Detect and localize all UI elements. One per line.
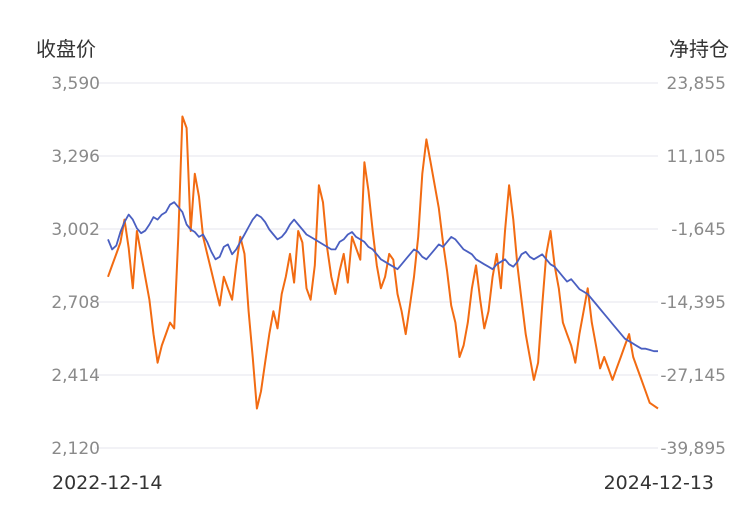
right-tick-label: -14,395	[660, 293, 726, 313]
left-axis-title: 收盘价	[36, 37, 96, 61]
x-axis-start-date: 2022-12-14	[52, 472, 162, 494]
right-axis-ticks: 23,855 11,105 -1,645 -14,395 -27,145 -39,895	[660, 74, 726, 459]
x-axis-end-date: 2024-12-13	[604, 472, 714, 494]
right-tick-label: -1,645	[671, 220, 726, 240]
right-tick-label: 11,105	[667, 147, 726, 167]
right-tick-label: 23,855	[667, 74, 726, 94]
left-tick-label: 3,296	[51, 147, 100, 167]
left-axis-ticks: 3,590 3,296 3,002 2,708 2,414 2,120	[51, 74, 100, 459]
net-position-line	[107, 115, 659, 410]
left-tick-label: 2,708	[51, 293, 100, 313]
close-price-line	[107, 201, 658, 353]
right-axis-title: 净持仓	[669, 37, 729, 61]
left-tick-label: 3,002	[51, 220, 100, 240]
right-tick-label: -39,895	[660, 439, 726, 459]
gridlines	[95, 82, 658, 449]
left-tick-label: 2,414	[51, 366, 100, 386]
left-tick-label: 3,590	[51, 74, 100, 94]
series-lines	[107, 115, 659, 410]
right-tick-label: -27,145	[660, 366, 726, 386]
left-tick-label: 2,120	[51, 439, 100, 459]
